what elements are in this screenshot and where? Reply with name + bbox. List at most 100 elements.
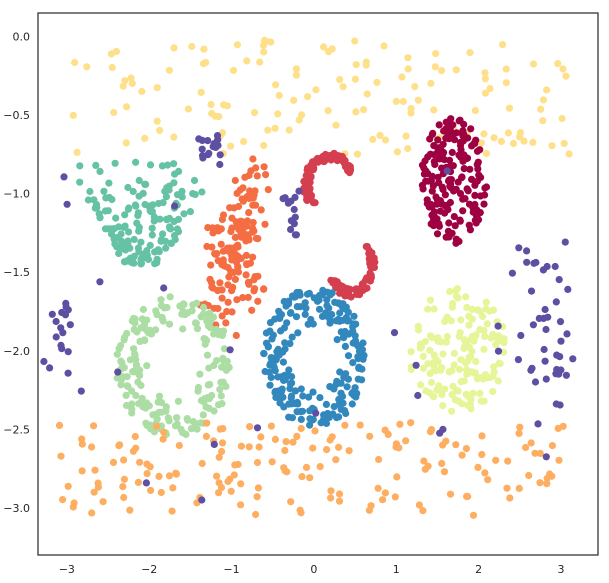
scatter-point (250, 109, 259, 117)
scatter-point (284, 372, 292, 380)
scatter-point (336, 368, 344, 376)
scatter-point (306, 421, 314, 429)
scatter-point (330, 403, 338, 411)
scatter-point (553, 351, 561, 359)
scatter-point (153, 422, 161, 430)
scatter-point (489, 306, 498, 314)
scatter-point (297, 424, 305, 433)
scatter-point (201, 340, 209, 348)
scatter-point (57, 341, 65, 349)
scatter-point (374, 484, 382, 492)
scatter-point (228, 252, 236, 260)
scatter-point (454, 387, 462, 395)
scatter-point (227, 142, 235, 150)
scatter-point (245, 443, 253, 451)
scatter-point (391, 493, 399, 501)
scatter-point (245, 194, 253, 202)
scatter-point (216, 425, 224, 433)
scatter-point (272, 81, 280, 89)
scatter-point (146, 161, 155, 169)
scatter-point (253, 493, 261, 501)
y-tick-label: −0.5 (3, 109, 30, 122)
scatter-point (559, 65, 567, 73)
scatter-point (450, 136, 459, 144)
scatter-point (155, 392, 164, 400)
scatter-point (419, 364, 428, 372)
scatter-point (318, 312, 327, 320)
scatter-point (376, 131, 384, 139)
series-5 (260, 286, 368, 429)
scatter-point (260, 141, 268, 150)
scatter-point (228, 214, 236, 222)
scatter-point (91, 204, 99, 212)
scatter-point (460, 344, 468, 352)
scatter-point (270, 354, 278, 362)
scatter-point (523, 258, 531, 266)
scatter-point (483, 374, 491, 382)
scatter-point (426, 150, 435, 158)
scatter-point (154, 398, 162, 406)
scatter-point (384, 430, 392, 438)
scatter-point (204, 137, 212, 145)
scatter-point (217, 225, 225, 233)
scatter-point (40, 357, 48, 366)
scatter-point (251, 285, 259, 293)
scatter-point (417, 343, 426, 351)
scatter-point (105, 179, 113, 187)
scatter-point (292, 65, 300, 73)
scatter-point (108, 230, 116, 238)
scatter-point (137, 324, 145, 332)
scatter-point (204, 322, 212, 330)
scatter-point (465, 353, 473, 361)
scatter-point (445, 219, 453, 227)
scatter-point (201, 335, 209, 343)
scatter-point (435, 179, 443, 187)
scatter-point (441, 385, 449, 393)
scatter-point (477, 139, 485, 147)
scatter-point (306, 415, 314, 423)
scatter-point (211, 250, 219, 258)
scatter-point (447, 115, 455, 123)
scatter-point (175, 167, 183, 175)
scatter-point (464, 337, 472, 345)
scatter-point (462, 445, 470, 453)
scatter-point (466, 49, 474, 57)
scatter-point (462, 293, 470, 301)
scatter-point (284, 199, 292, 207)
scatter-point (198, 496, 206, 504)
scatter-point (407, 348, 415, 356)
scatter-point (268, 458, 276, 466)
scatter-point (527, 439, 535, 447)
scatter-point (450, 187, 458, 195)
scatter-point (465, 321, 473, 329)
scatter-point (435, 384, 443, 392)
scatter-point (478, 450, 486, 459)
scatter-point (137, 259, 146, 267)
scatter-point (322, 400, 330, 408)
scatter-point (287, 225, 295, 234)
scatter-point (449, 299, 457, 308)
scatter-point (159, 230, 167, 238)
scatter-point (66, 321, 74, 329)
scatter-point (113, 374, 121, 382)
scatter-point (218, 294, 226, 302)
scatter-point (312, 86, 320, 94)
scatter-point (341, 342, 349, 350)
scatter-point (237, 230, 245, 238)
scatter-point (198, 459, 206, 468)
scatter-point (218, 363, 226, 371)
scatter-point (432, 193, 440, 201)
scatter-point (452, 239, 460, 247)
scatter-point (142, 479, 150, 487)
scatter-point (477, 397, 485, 405)
scatter-point (229, 66, 238, 74)
scatter-point (262, 171, 270, 179)
scatter-point (465, 312, 473, 320)
scatter-point (514, 356, 523, 364)
scatter-point (188, 307, 196, 315)
scatter-point (155, 472, 163, 480)
scatter-point (249, 201, 257, 209)
scatter-point (173, 225, 181, 233)
scatter-point (352, 61, 360, 69)
scatter-point (217, 484, 226, 492)
